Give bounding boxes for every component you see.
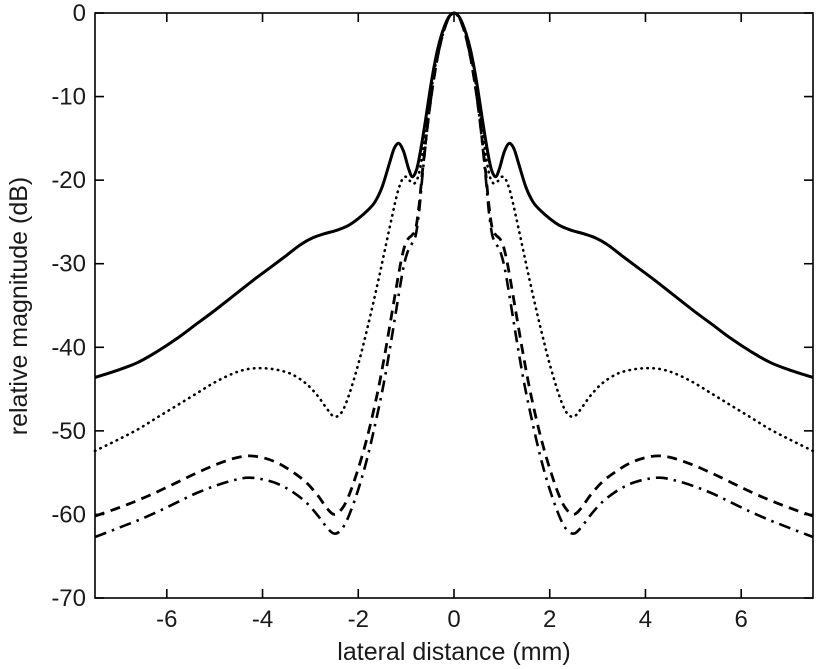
plot-frame xyxy=(94,12,814,599)
y-tick-label: 0 xyxy=(73,0,86,27)
series-solid xyxy=(94,11,814,379)
x-tick-label: 2 xyxy=(543,606,556,633)
series-dash-dot xyxy=(94,11,814,539)
y-tick-label: -60 xyxy=(51,501,86,528)
x-tick-label: 6 xyxy=(735,606,748,633)
x-tick-label: -6 xyxy=(156,606,177,633)
y-tick-label: -30 xyxy=(51,251,86,278)
y-tick-label: -50 xyxy=(51,418,86,445)
x-tick-label: -4 xyxy=(252,606,273,633)
x-tick-label: 4 xyxy=(639,606,652,633)
plot-generated: -6 -4 -2 0 2 4 60-10-20-30-40-50-60-70 xyxy=(51,0,815,633)
y-tick-label: -20 xyxy=(51,167,86,194)
x-tick-label: -2 xyxy=(348,606,369,633)
x-tick-label: 0 xyxy=(447,606,460,633)
x-axis-label: lateral distance (mm) xyxy=(337,638,570,666)
y-axis-label: relative magnitude (dB) xyxy=(5,177,33,435)
y-tick-label: -40 xyxy=(51,334,86,361)
series-dotted xyxy=(93,11,815,453)
series-dashed xyxy=(94,11,814,518)
y-tick-label: -10 xyxy=(51,84,86,111)
y-tick-label: -70 xyxy=(51,585,86,612)
